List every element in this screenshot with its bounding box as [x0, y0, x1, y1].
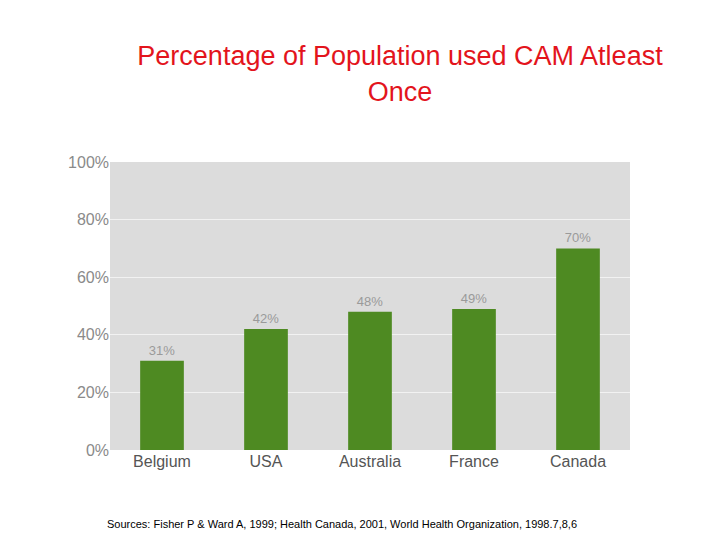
- svg-text:Sources: Fisher P & Ward A, 19: Sources: Fisher P & Ward A, 1999; Health…: [107, 518, 577, 530]
- svg-text:0%: 0%: [86, 442, 109, 459]
- svg-text:France: France: [449, 453, 499, 470]
- svg-text:100%: 100%: [68, 154, 109, 171]
- html-text:Percentage of Population used: Percentage of Population used CAM Atleas…: [137, 41, 663, 107]
- svg-text:Canada: Canada: [550, 453, 606, 470]
- svg-text:40%: 40%: [77, 326, 109, 343]
- svg-text:31%: 31%: [149, 343, 175, 358]
- svg-text:60%: 60%: [77, 269, 109, 286]
- svg-text:49%: 49%: [461, 291, 487, 306]
- svg-text:80%: 80%: [77, 211, 109, 228]
- svg-text:Australia: Australia: [339, 453, 401, 470]
- svg-text:Belgium: Belgium: [133, 453, 191, 470]
- svg-text:70%: 70%: [565, 230, 591, 245]
- svg-text:USA: USA: [250, 453, 283, 470]
- svg-text:20%: 20%: [77, 384, 109, 401]
- svg-text:42%: 42%: [253, 311, 279, 326]
- svg-text:48%: 48%: [357, 294, 383, 309]
